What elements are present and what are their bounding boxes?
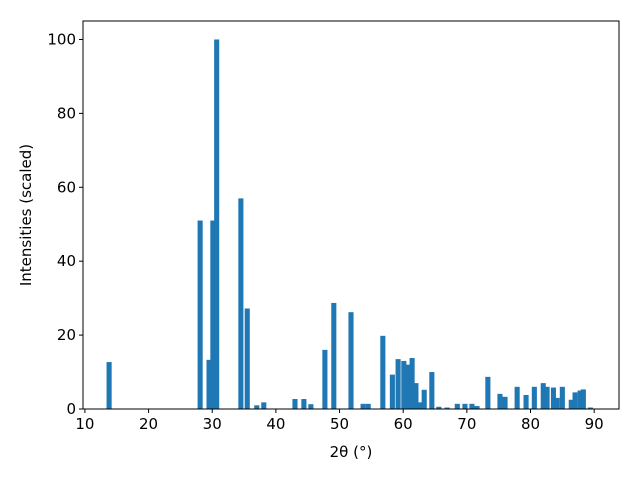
bar bbox=[577, 390, 583, 409]
bar bbox=[395, 359, 401, 409]
y-axis-label: Intensities (scaled) bbox=[17, 144, 35, 286]
bar bbox=[572, 392, 578, 409]
bar bbox=[322, 349, 328, 409]
x-tick-label: 30 bbox=[203, 415, 222, 433]
bar bbox=[554, 397, 560, 409]
bar bbox=[462, 403, 468, 409]
x-tick-label: 40 bbox=[266, 415, 285, 433]
bar bbox=[417, 402, 423, 409]
bar bbox=[254, 405, 260, 409]
bar bbox=[348, 312, 354, 409]
bar bbox=[485, 376, 491, 409]
y-tick-label: 20 bbox=[57, 326, 76, 344]
bar bbox=[550, 387, 556, 409]
bar bbox=[214, 39, 220, 409]
bar bbox=[244, 308, 250, 409]
bar bbox=[308, 404, 314, 409]
bar bbox=[401, 360, 407, 409]
bar bbox=[365, 403, 371, 409]
y-tick-label: 100 bbox=[47, 30, 76, 48]
x-tick-label: 80 bbox=[521, 415, 540, 433]
bar bbox=[238, 198, 244, 409]
x-tick-label: 90 bbox=[585, 415, 604, 433]
bar bbox=[514, 386, 520, 409]
bar bbox=[436, 406, 442, 409]
bar bbox=[421, 389, 427, 409]
y-tick-label: 60 bbox=[57, 178, 76, 196]
bar bbox=[429, 372, 435, 409]
x-axis-label: 2θ (°) bbox=[330, 443, 373, 461]
bar bbox=[502, 396, 508, 409]
y-tick-label: 40 bbox=[57, 252, 76, 270]
x-tick-label: 20 bbox=[139, 415, 158, 433]
x-tick-label: 60 bbox=[394, 415, 413, 433]
bar bbox=[587, 407, 593, 409]
bar bbox=[544, 386, 550, 409]
y-tick-label: 0 bbox=[66, 400, 76, 418]
bar bbox=[206, 359, 212, 409]
bar bbox=[389, 374, 395, 409]
bar bbox=[469, 403, 475, 409]
bar bbox=[540, 383, 546, 409]
bar bbox=[292, 399, 298, 409]
bar bbox=[568, 399, 574, 409]
x-tick-label: 70 bbox=[457, 415, 476, 433]
bar bbox=[331, 302, 337, 409]
bar bbox=[444, 407, 450, 409]
x-tick-label: 10 bbox=[75, 415, 94, 433]
bar bbox=[360, 403, 366, 409]
bar bbox=[106, 362, 112, 409]
bar bbox=[413, 383, 419, 409]
bar bbox=[197, 220, 203, 409]
bar bbox=[559, 386, 565, 409]
bar bbox=[261, 402, 267, 409]
bar bbox=[497, 393, 503, 409]
bar bbox=[474, 406, 480, 409]
bar bbox=[454, 403, 460, 409]
bar bbox=[580, 389, 586, 409]
bar bbox=[210, 220, 216, 409]
bar bbox=[409, 358, 415, 409]
bar bbox=[405, 364, 411, 409]
bar bbox=[301, 399, 307, 409]
plot-frame bbox=[82, 20, 620, 410]
x-tick-label: 50 bbox=[330, 415, 349, 433]
y-tick-label: 80 bbox=[57, 104, 76, 122]
bar bbox=[523, 394, 529, 409]
bar bbox=[380, 335, 386, 409]
bar bbox=[531, 386, 537, 409]
